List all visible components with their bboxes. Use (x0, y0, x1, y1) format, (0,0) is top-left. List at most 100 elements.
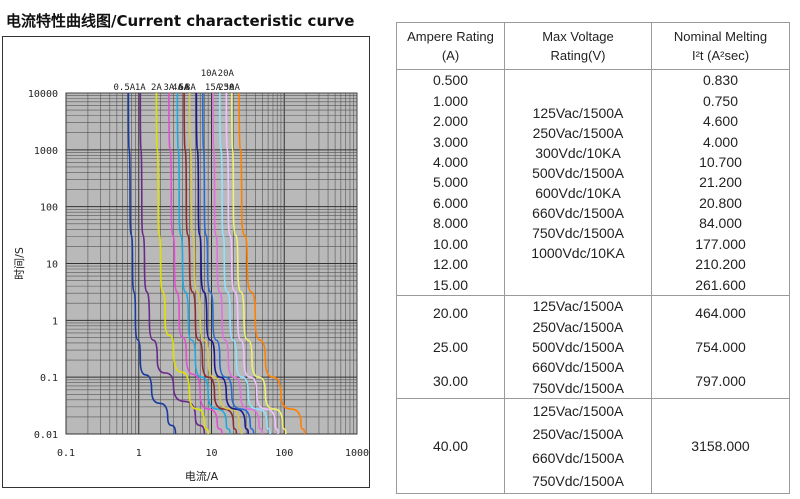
curve-8a (195, 92, 250, 435)
curve-25a (225, 92, 279, 435)
max-voltage-cell: 125Vac/1500A 250Vac/1500A 660Vdc/1500A 750V… (504, 398, 652, 494)
max-voltage-cell: 125Vac/1500A 250Vac/1500A 500Vdc/1500A 660V… (504, 295, 652, 399)
col-header-voltage: Max Voltage Rating(V) (504, 22, 652, 70)
cell-value: 500Vdc/1500A (532, 338, 624, 355)
cell-value: 15.00 (432, 276, 469, 293)
curve-2a (155, 92, 209, 435)
cell-value: 797.000 (695, 373, 746, 389)
header-line: Ampere Rating (407, 29, 494, 44)
cell-value: 84.000 (699, 215, 742, 232)
curve-label: 30A (224, 83, 241, 93)
curve-4a (176, 92, 231, 435)
curve-label: 8A (185, 83, 196, 93)
melting-i2t-cell: 464.000 754.000 797.000 (651, 295, 790, 399)
curve-10a (202, 92, 255, 435)
ampere-rating-cell: 40.00 (396, 398, 505, 494)
cell-value: 600Vdc/10KA (535, 184, 621, 201)
cell-value: 660Vdc/1500A (532, 359, 624, 376)
ampere-rating-cell: 0.500 1.000 2.000 3.000 4.000 5.000 6.000 8.000… (396, 69, 505, 296)
chart-panel: 0.1 1 10 100 1000 10000 1000 100 10 1 0.1 0.01 0.5A… (2, 36, 370, 488)
y-tick-label: 0.01 (34, 430, 58, 441)
cell-value: 0.750 (702, 92, 739, 109)
cell-value: 177.000 (695, 235, 746, 252)
y-tick-label: 10000 (28, 89, 58, 100)
cell-value: 0.830 (702, 72, 739, 89)
cell-value: 750Vdc/1500A (532, 379, 624, 396)
curve-label: 6A (178, 83, 189, 93)
col-header-ampere: Ampere Rating (A) (396, 22, 505, 70)
header-line: (A) (441, 48, 460, 63)
ampere-rating-cell: 20.00 25.00 30.00 (396, 295, 505, 399)
x-tick-label: 10 (205, 448, 217, 459)
cell-value: 20.800 (699, 194, 742, 211)
cell-value: 0.500 (432, 72, 469, 89)
y-tick-label: 10 (46, 260, 58, 271)
y-tick-label: 0.1 (40, 373, 58, 384)
curve-30a (231, 92, 287, 435)
cell-value: 250Vac/1500A (532, 124, 624, 141)
header-line: Max Voltage (542, 29, 614, 44)
header-line: Rating(V) (550, 48, 606, 63)
cell-value: 1000Vdc/10KA (531, 244, 625, 261)
header-line: Nominal Melting (673, 29, 768, 44)
cell-value: 500Vdc/1500A (532, 164, 624, 181)
curve-15a (212, 92, 264, 435)
cell-value: 250Vac/1500A (532, 318, 624, 335)
fuse-spec-table: Ampere Rating (A) Max Voltage Rating(V) … (396, 22, 790, 494)
cell-value: 2.000 (432, 113, 469, 130)
melting-i2t-cell: 0.830 0.750 4.600 4.000 10.700 21.200 20.800 84… (651, 69, 790, 296)
cell-value: 210.200 (695, 256, 746, 273)
curve-label: 25A (218, 83, 235, 93)
curve-label: 15A (205, 83, 222, 93)
curve-3a (168, 92, 223, 435)
cell-value: 25.00 (432, 339, 469, 355)
y-axis-label: 时间/S (13, 247, 26, 280)
curve-label: 0.5A (114, 83, 136, 93)
cell-value: 660Vdc/1500A (532, 204, 624, 221)
cell-value: 261.600 (695, 276, 746, 293)
curve-20a (219, 92, 271, 435)
x-axis-label: 电流/A (185, 469, 219, 483)
cell-value: 4.000 (432, 154, 469, 171)
x-tick-label: 100 (275, 448, 293, 459)
cell-value: 750Vdc/1500A (532, 473, 624, 490)
cell-value: 125Vac/1500A (532, 104, 624, 121)
cell-value: 8.000 (432, 215, 469, 232)
max-voltage-cell: 125Vac/1500A 250Vac/1500A 300Vdc/10KA 500Vd… (504, 69, 652, 296)
curve-0_5a (127, 92, 177, 435)
cell-value: 30.00 (432, 373, 469, 389)
cell-value: 20.00 (432, 305, 469, 321)
current-characteristic-chart: 0.1 1 10 100 1000 10000 1000 100 10 1 0.1 0.01 0.5A… (13, 69, 369, 483)
x-tick-label: 0.1 (57, 448, 75, 459)
table-row: 0.500 1.000 2.000 3.000 4.000 5.000 6.000 8.000… (396, 69, 790, 296)
cell-value: 5.000 (432, 174, 469, 191)
curve-5a (183, 92, 238, 435)
y-tick-label: 1 (52, 316, 58, 327)
table-header-row: Ampere Rating (A) Max Voltage Rating(V) … (396, 22, 790, 70)
curve-label: 5A (179, 83, 190, 93)
curve-label: 4A (172, 83, 183, 93)
curve-40a (238, 92, 306, 435)
cell-value: 4.000 (702, 133, 739, 150)
cell-value: 4.600 (702, 113, 739, 130)
x-tick-label: 1000 (345, 448, 369, 459)
cell-value: 300Vdc/10KA (535, 144, 621, 161)
y-tick-label: 100 (40, 203, 58, 214)
y-tick-label: 1000 (34, 146, 58, 157)
curve-label: 1A (135, 83, 146, 93)
curve-label: 10A (201, 69, 218, 79)
cell-value: 6.000 (432, 194, 469, 211)
page-title: 电流特性曲线图/Current characteristic curve (6, 12, 355, 30)
cell-value: 464.000 (695, 305, 746, 321)
cell-value: 250Vac/1500A (532, 426, 624, 443)
cell-value: 12.00 (432, 256, 469, 273)
cell-value: 754.000 (695, 339, 746, 355)
cell-value: 10.00 (432, 235, 469, 252)
cell-value: 3158.000 (691, 438, 750, 454)
x-tick-label: 1 (136, 448, 142, 459)
cell-value: 750Vdc/1500A (532, 224, 624, 241)
cell-value: 10.700 (699, 154, 742, 171)
curve-label: 3A (164, 83, 175, 93)
col-header-i2t: Nominal Melting I²t (A²sec) (651, 22, 790, 70)
table-row: 20.00 25.00 30.00 125Vac/1500A 250Vac/1500A 5… (396, 295, 790, 399)
